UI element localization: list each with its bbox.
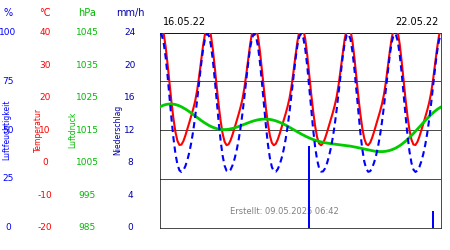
Text: 16: 16 xyxy=(124,93,136,102)
Text: mm/h: mm/h xyxy=(116,8,144,18)
Text: %: % xyxy=(4,8,13,18)
Bar xyxy=(432,211,433,228)
Text: 100: 100 xyxy=(0,28,17,37)
Text: °C: °C xyxy=(39,8,51,18)
Text: 1005: 1005 xyxy=(76,158,99,167)
Text: 4: 4 xyxy=(127,190,133,200)
Text: 30: 30 xyxy=(39,60,51,70)
Text: 1045: 1045 xyxy=(76,28,99,37)
Text: 16.05.22: 16.05.22 xyxy=(162,17,206,27)
Text: Luftdruck: Luftdruck xyxy=(68,112,77,148)
Text: Erstellt: 09.05.2025 06:42: Erstellt: 09.05.2025 06:42 xyxy=(230,207,339,216)
Text: 0: 0 xyxy=(42,158,48,167)
Text: 1035: 1035 xyxy=(76,60,99,70)
Text: 1015: 1015 xyxy=(76,126,99,134)
Text: 20: 20 xyxy=(124,60,136,70)
Text: 1025: 1025 xyxy=(76,93,99,102)
Text: 10: 10 xyxy=(39,126,51,134)
Text: 985: 985 xyxy=(78,223,95,232)
Text: 24: 24 xyxy=(124,28,135,37)
Text: 22.05.22: 22.05.22 xyxy=(395,17,438,27)
Text: -20: -20 xyxy=(38,223,52,232)
Text: 0: 0 xyxy=(127,223,133,232)
Text: Niederschlag: Niederschlag xyxy=(113,105,122,155)
Text: 12: 12 xyxy=(124,126,136,134)
Text: 995: 995 xyxy=(78,190,95,200)
Text: -10: -10 xyxy=(38,190,52,200)
Text: 8: 8 xyxy=(127,158,133,167)
Text: 0: 0 xyxy=(5,223,11,232)
Text: Luftfeuchtigkeit: Luftfeuchtigkeit xyxy=(3,100,12,160)
Bar xyxy=(308,146,310,228)
Text: 20: 20 xyxy=(39,93,51,102)
Text: 50: 50 xyxy=(2,126,14,134)
Text: Temperatur: Temperatur xyxy=(33,108,42,152)
Text: 40: 40 xyxy=(39,28,51,37)
Text: 25: 25 xyxy=(2,174,13,183)
Text: 75: 75 xyxy=(2,77,14,86)
Text: hPa: hPa xyxy=(78,8,96,18)
